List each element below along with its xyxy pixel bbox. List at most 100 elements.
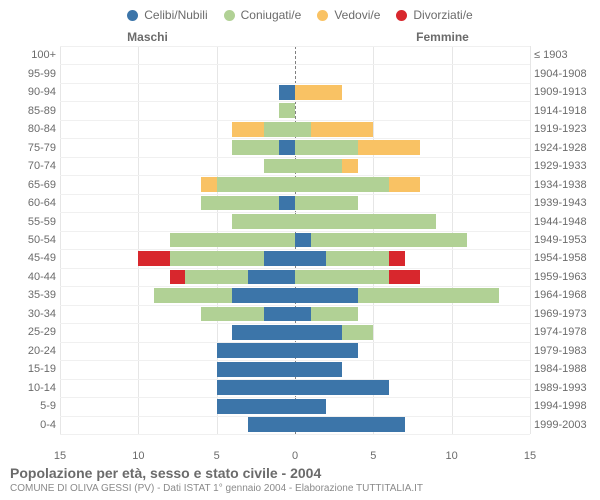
year-tick: 1974-1978 — [534, 326, 587, 338]
bar-segment — [279, 140, 295, 155]
male-half — [60, 46, 295, 64]
bar-segment — [295, 140, 358, 155]
year-tick: 1949-1953 — [534, 234, 587, 246]
bar-segment — [232, 325, 295, 340]
age-tick: 75-79 — [28, 142, 56, 154]
legend-swatch — [224, 10, 235, 21]
bar-segment — [232, 140, 279, 155]
bar-segment — [170, 251, 264, 266]
year-tick: 1999-2003 — [534, 419, 587, 431]
age-axis: 100+95-9990-9485-8980-8475-7970-7465-696… — [0, 46, 60, 434]
year-tick: 1909-1913 — [534, 86, 587, 98]
age-tick: 40-44 — [28, 271, 56, 283]
v-gridline — [530, 46, 531, 434]
pyramid-row — [60, 212, 530, 230]
bar-segment — [279, 196, 295, 211]
male-half — [60, 175, 295, 193]
age-tick: 10-14 — [28, 382, 56, 394]
age-tick: 85-89 — [28, 105, 56, 117]
plot-area — [60, 46, 530, 434]
bar-segment — [295, 325, 342, 340]
x-tick: 15 — [54, 450, 66, 462]
male-half — [60, 268, 295, 286]
male-half — [60, 120, 295, 138]
year-tick: 1989-1993 — [534, 382, 587, 394]
bar-segment — [232, 122, 263, 137]
year-tick: 1944-1948 — [534, 216, 587, 228]
bar-segment — [295, 362, 342, 377]
bar-segment — [217, 399, 295, 414]
gender-headers: Maschi Femmine — [60, 30, 530, 44]
pyramid-row — [60, 249, 530, 267]
pyramid-row — [60, 46, 530, 64]
female-half — [295, 268, 530, 286]
male-half — [60, 360, 295, 378]
male-half — [60, 157, 295, 175]
bar-segment — [342, 325, 373, 340]
bar-segment — [170, 233, 295, 248]
age-tick: 80-84 — [28, 123, 56, 135]
age-tick: 50-54 — [28, 234, 56, 246]
bar-segment — [358, 288, 499, 303]
bar-segment — [295, 399, 326, 414]
legend-label: Celibi/Nubili — [144, 8, 207, 22]
year-tick: 1939-1943 — [534, 197, 587, 209]
pyramid-row — [60, 360, 530, 378]
year-tick: 1969-1973 — [534, 308, 587, 320]
pyramid-row — [60, 64, 530, 82]
age-tick: 95-99 — [28, 68, 56, 80]
male-half — [60, 416, 295, 434]
footer-title: Popolazione per età, sesso e stato civil… — [10, 465, 423, 481]
year-tick: 1979-1983 — [534, 345, 587, 357]
age-tick: 55-59 — [28, 216, 56, 228]
legend-label: Coniugati/e — [241, 8, 302, 22]
bar-segment — [295, 251, 326, 266]
male-half — [60, 342, 295, 360]
female-half — [295, 46, 530, 64]
age-tick: 90-94 — [28, 86, 56, 98]
male-half — [60, 194, 295, 212]
bar-segment — [264, 251, 295, 266]
male-half — [60, 286, 295, 304]
x-tick: 15 — [524, 450, 536, 462]
male-half — [60, 323, 295, 341]
year-tick: 1904-1908 — [534, 68, 587, 80]
legend-label: Vedovi/e — [334, 8, 380, 22]
bar-segment — [154, 288, 232, 303]
legend-label: Divorziati/e — [413, 8, 472, 22]
legend-item: Divorziati/e — [396, 8, 472, 22]
chart-footer: Popolazione per età, sesso e stato civil… — [10, 465, 423, 494]
year-tick: 1929-1933 — [534, 160, 587, 172]
y-axis-left-title: Fasce di età — [0, 185, 3, 250]
year-tick: 1964-1968 — [534, 289, 587, 301]
bar-segment — [170, 270, 186, 285]
male-half — [60, 83, 295, 101]
pyramid-row — [60, 323, 530, 341]
bar-segment — [264, 159, 295, 174]
pyramid-row — [60, 175, 530, 193]
x-tick: 0 — [292, 450, 298, 462]
bar-segment — [248, 417, 295, 432]
male-half — [60, 101, 295, 119]
bar-segment — [295, 380, 389, 395]
bar-segment — [201, 177, 217, 192]
legend-swatch — [127, 10, 138, 21]
pyramid-row — [60, 342, 530, 360]
bar-segment — [201, 196, 279, 211]
age-tick: 65-69 — [28, 179, 56, 191]
footer-subtitle: COMUNE DI OLIVA GESSI (PV) - Dati ISTAT … — [10, 483, 423, 494]
bar-segment — [295, 233, 311, 248]
female-half — [295, 323, 530, 341]
bar-segment — [358, 140, 421, 155]
male-half — [60, 212, 295, 230]
bar-segment — [217, 343, 295, 358]
female-half — [295, 175, 530, 193]
female-half — [295, 342, 530, 360]
age-tick: 0-4 — [40, 419, 56, 431]
female-half — [295, 379, 530, 397]
legend-swatch — [317, 10, 328, 21]
female-half — [295, 286, 530, 304]
x-tick: 5 — [214, 450, 220, 462]
bar-segment — [342, 159, 358, 174]
female-half — [295, 101, 530, 119]
